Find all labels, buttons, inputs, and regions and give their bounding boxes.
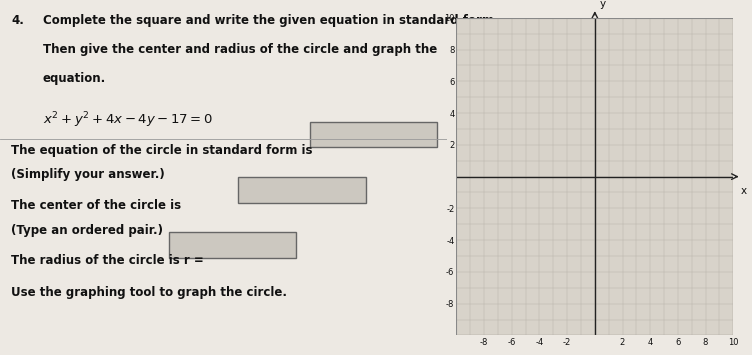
Text: Use the graphing tool to graph the circle.: Use the graphing tool to graph the circl…: [11, 286, 287, 299]
Text: $x^2+y^2+4x-4y-17=0$: $x^2+y^2+4x-4y-17=0$: [43, 110, 212, 130]
Text: equation.: equation.: [43, 72, 106, 86]
Text: The radius of the circle is r =: The radius of the circle is r =: [11, 254, 204, 267]
Text: 4.: 4.: [11, 14, 24, 27]
Text: The center of the circle is: The center of the circle is: [11, 199, 181, 212]
Text: Then give the center and radius of the circle and graph the: Then give the center and radius of the c…: [43, 43, 437, 56]
Text: x: x: [741, 186, 747, 196]
Text: Complete the square and write the given equation in standard form.: Complete the square and write the given …: [43, 14, 498, 27]
FancyBboxPatch shape: [169, 232, 296, 258]
Text: (Type an ordered pair.): (Type an ordered pair.): [11, 224, 163, 237]
FancyBboxPatch shape: [238, 177, 365, 203]
Text: The equation of the circle in standard form is: The equation of the circle in standard f…: [11, 144, 313, 157]
Text: (Simplify your answer.): (Simplify your answer.): [11, 169, 165, 181]
Text: y: y: [599, 0, 606, 9]
FancyBboxPatch shape: [310, 122, 437, 147]
